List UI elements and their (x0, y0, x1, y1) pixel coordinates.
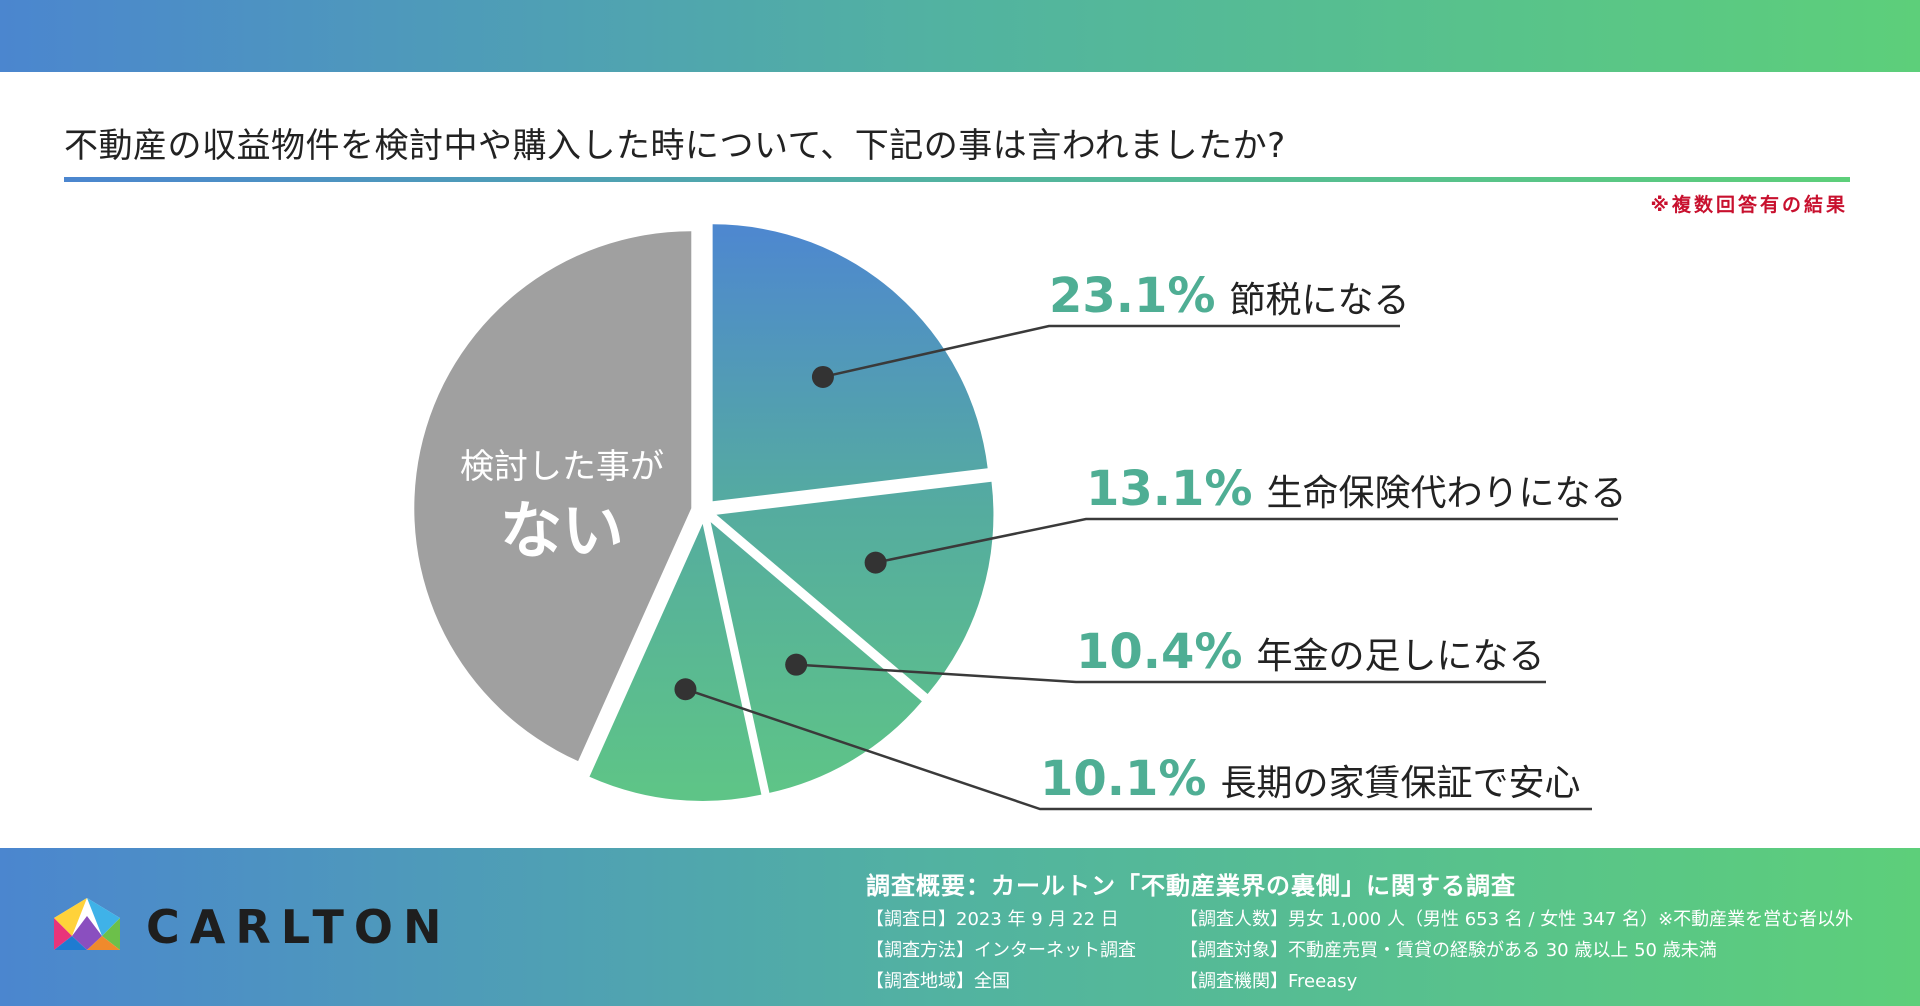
leader-line (685, 688, 1592, 811)
survey-method: 【調査方法】インターネット調査 (866, 940, 1136, 961)
leader-dot (811, 365, 834, 388)
pie-slice-remainder (414, 231, 692, 762)
data-label-category: 節税になる (1230, 280, 1410, 321)
brand-name: CARLTON (146, 900, 452, 954)
data-label-percent: 13.1% (1086, 461, 1253, 517)
data-label-category: 生命保険代わりになる (1267, 473, 1627, 514)
data-label-percent: 10.1% (1040, 751, 1207, 807)
data-label-category: 年金の足しになる (1257, 636, 1545, 677)
multiple-answer-note: ※複数回答有の結果 (1650, 194, 1848, 216)
top-gradient-bar (0, 0, 1920, 72)
leader-line (875, 517, 1618, 564)
remainder-label-line1: 検討した事が (460, 447, 664, 487)
pie-chart: 23.1% 節税になる 13.1% 生命保険代わりになる 10.4% 年金の足しになる 10… (414, 224, 1627, 811)
page-title: 不動産の収益物件を検討中や購入した時について、下記の事は言われましたか? (64, 126, 1286, 166)
survey-organization: 【調査機関】Freeasy (1180, 971, 1358, 992)
leader-line (822, 324, 1400, 379)
survey-target: 【調査対象】不動産売買・賃貸の経験がある 30 歳以上 50 歳未満 (1180, 940, 1717, 961)
leader-dot (674, 678, 697, 701)
survey-region: 【調査地域】全国 (866, 971, 1010, 992)
carlton-logo-icon (54, 898, 120, 950)
survey-respondents: 【調査人数】男女 1,000 人（男性 653 名 / 女性 347 名）※不動… (1180, 909, 1854, 930)
remainder-label-line2: ない (500, 494, 624, 567)
survey-heading: 調査概要：カールトン「不動産業界の裏側」に関する調査 (866, 872, 1516, 900)
footer-bar (0, 848, 1920, 1006)
pie-slice (712, 224, 988, 502)
leader-dot (785, 653, 808, 676)
data-label-percent: 10.4% (1076, 624, 1243, 680)
data-label-category: 長期の家賃保証で安心 (1221, 763, 1581, 804)
title-underline (64, 177, 1850, 182)
pie-slice (710, 522, 922, 793)
leader-line (796, 663, 1546, 684)
leader-dot (864, 551, 887, 574)
survey-date: 【調査日】2023 年 9 月 22 日 (866, 909, 1119, 930)
pie-slice (589, 523, 762, 801)
pie-slice (716, 481, 994, 694)
data-label-percent: 23.1% (1049, 268, 1216, 324)
